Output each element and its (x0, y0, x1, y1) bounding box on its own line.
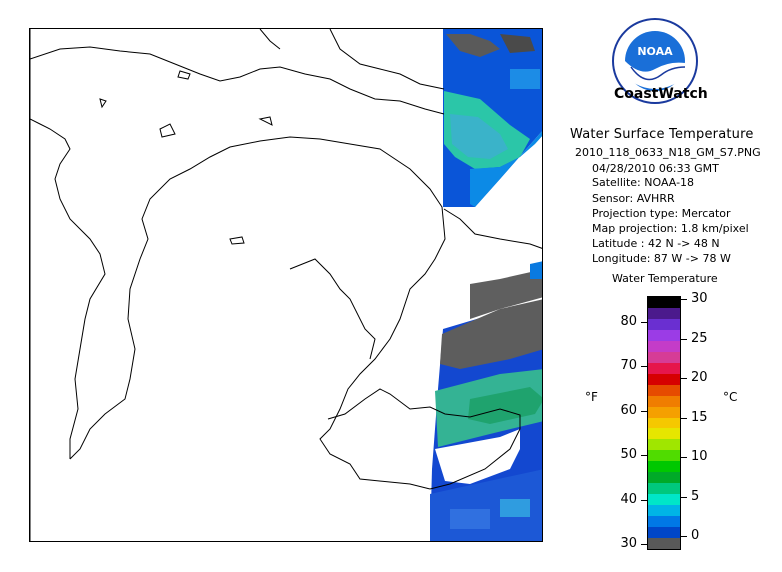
celsius-tick (681, 496, 687, 498)
color-scale-swatch (648, 318, 680, 331)
filename-text: 2010_118_0633_N18_GM_S7.PNG (575, 146, 761, 159)
sensor-text: Sensor: AVHRR (592, 192, 675, 205)
fahrenheit-tick-label: 70 (620, 358, 637, 374)
color-scale-swatch (648, 307, 680, 320)
color-scale-swatch (648, 362, 680, 375)
celsius-tick-label: 5 (691, 488, 700, 504)
map-panel (29, 28, 543, 542)
map-canvas (30, 29, 542, 541)
fahrenheit-tick (641, 410, 647, 412)
unit-celsius-label: °C (723, 390, 738, 404)
color-scale-swatch (648, 461, 680, 473)
fahrenheit-tick (641, 366, 647, 368)
color-scale-swatch (648, 516, 680, 528)
color-scale-swatch (648, 527, 680, 539)
celsius-tick-label: 20 (691, 370, 708, 385)
legend-title: Water Temperature (612, 272, 718, 285)
fahrenheit-tick-label: 50 (620, 447, 637, 463)
fahrenheit-tick-label: 40 (620, 491, 637, 507)
fahrenheit-tick (641, 544, 647, 545)
app-title: CoastWatch (614, 86, 708, 102)
fahrenheit-tick-label: 80 (620, 314, 637, 329)
color-scale-swatch (648, 384, 680, 397)
celsius-tick (681, 338, 687, 340)
fahrenheit-tick (641, 455, 647, 457)
celsius-tick (681, 457, 687, 458)
celsius-tick (681, 417, 687, 419)
celsius-tick (681, 378, 687, 379)
coastlines (30, 29, 542, 541)
color-scale-swatch (648, 505, 680, 517)
color-scale-swatch (648, 450, 680, 462)
satellite-text: Satellite: NOAA-18 (592, 176, 695, 189)
unit-fahrenheit-label: °F (585, 390, 598, 404)
celsius-tick (681, 299, 687, 300)
color-scale-swatch (648, 373, 680, 386)
product-subtitle: Water Surface Temperature (570, 127, 754, 142)
celsius-tick-label: 15 (691, 409, 708, 425)
noaa-logo: NOAA (612, 18, 698, 104)
color-scale-swatch (648, 351, 680, 364)
map-projection-text: Map projection: 1.8 km/pixel (592, 222, 749, 235)
color-scale-swatch (648, 329, 680, 342)
celsius-tick-label: 30 (691, 291, 708, 306)
color-scale-bar (647, 296, 681, 550)
logo-text: NOAA (637, 45, 673, 58)
color-scale-swatch (648, 472, 680, 484)
celsius-tick-label: 0 (691, 528, 700, 543)
color-scale-swatch (648, 483, 680, 495)
color-scale-swatch (648, 439, 680, 451)
color-scale-swatch (648, 417, 680, 429)
color-scale-swatch (648, 395, 680, 408)
datetime-text: 04/28/2010 06:33 GMT (592, 162, 719, 175)
fahrenheit-tick (641, 322, 647, 323)
fahrenheit-tick-label: 60 (620, 402, 637, 418)
color-scale-swatch (648, 538, 680, 550)
color-scale-swatch (648, 297, 680, 309)
color-scale-swatch (648, 340, 680, 353)
celsius-tick-label: 25 (691, 330, 708, 346)
celsius-tick (681, 536, 687, 537)
celsius-tick-label: 10 (691, 449, 708, 464)
color-scale-swatch (648, 406, 680, 419)
longitude-text: Longitude: 87 W -> 78 W (592, 252, 731, 265)
color-scale-swatch (648, 494, 680, 506)
color-scale-swatch (648, 428, 680, 440)
fahrenheit-tick-label: 30 (620, 536, 637, 551)
sst-data-north (443, 29, 542, 207)
projection-text: Projection type: Mercator (592, 207, 731, 220)
fahrenheit-tick (641, 499, 647, 501)
sst-data-south (430, 261, 542, 541)
latitude-text: Latitude : 42 N -> 48 N (592, 237, 720, 250)
